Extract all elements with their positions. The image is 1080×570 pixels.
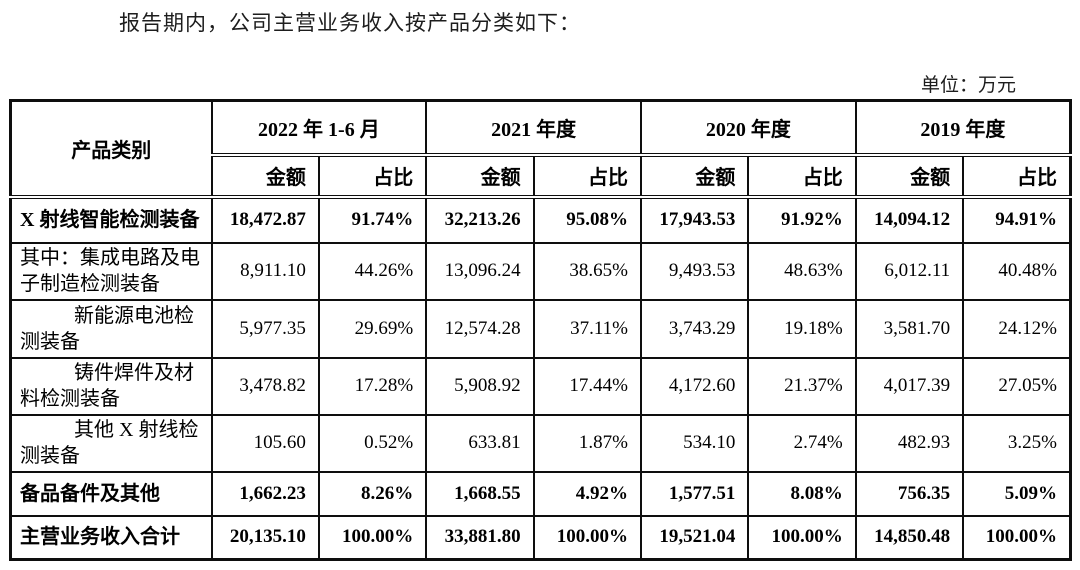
- revenue-by-product-table: 产品类别 2022 年 1-6 月 2021 年度 2020 年度 2019 年…: [9, 99, 1072, 561]
- ratio-cell: 8.08%: [747, 470, 857, 517]
- ratio-cell: 95.08%: [532, 195, 643, 244]
- ratio-cell: 38.65%: [532, 241, 643, 301]
- ratio-cell: 40.48%: [962, 241, 1072, 301]
- table-row-casting-welding-material-equipment: 铸件焊件及材料检测装备 3,478.82 17.28% 5,908.92 17.…: [9, 356, 1072, 416]
- table-row-ic-electronics-equipment: 其中：集成电路及电子制造检测装备 8,911.10 44.26% 13,096.…: [9, 241, 1072, 301]
- amount-cell: 14,094.12: [854, 195, 965, 244]
- column-header-period-2022h1: 2022 年 1-6 月: [210, 99, 428, 157]
- table-row-other-xray-equipment: 其他 X 射线检测装备 105.60 0.52% 633.81 1.87% 53…: [9, 413, 1072, 473]
- ratio-cell: 100.00%: [962, 514, 1072, 561]
- amount-cell: 5,908.92: [425, 356, 535, 416]
- column-header-amount-2021: 金额: [425, 153, 535, 199]
- column-header-amount-2019: 金额: [854, 153, 965, 199]
- amount-cell: 4,172.60: [639, 356, 750, 416]
- amount-cell: 13,096.24: [425, 241, 535, 301]
- amount-cell: 1,577.51: [639, 470, 750, 517]
- table-row-spare-parts-other: 备品备件及其他 1,662.23 8.26% 1,668.55 4.92% 1,…: [9, 470, 1072, 517]
- ratio-cell: 2.74%: [747, 413, 857, 473]
- amount-cell: 18,472.87: [210, 195, 320, 244]
- amount-cell: 5,977.35: [210, 298, 320, 359]
- ratio-cell: 17.28%: [317, 356, 428, 416]
- amount-cell: 3,581.70: [854, 298, 965, 359]
- column-header-amount-2022h1: 金额: [210, 153, 320, 199]
- amount-cell: 3,478.82: [210, 356, 320, 416]
- amount-cell: 756.35: [854, 470, 965, 517]
- column-header-ratio-2022h1: 占比: [317, 153, 428, 199]
- ratio-cell: 29.69%: [317, 298, 428, 359]
- amount-cell: 6,012.11: [854, 241, 965, 301]
- product-name-cell: 备品备件及其他: [9, 470, 213, 517]
- ratio-cell: 27.05%: [962, 356, 1072, 416]
- amount-cell: 3,743.29: [639, 298, 750, 359]
- ratio-cell: 0.52%: [317, 413, 428, 473]
- column-header-ratio-2019: 占比: [962, 153, 1072, 199]
- ratio-cell: 91.74%: [317, 195, 428, 244]
- product-name-cell: 其他 X 射线检测装备: [9, 413, 213, 473]
- amount-cell: 4,017.39: [854, 356, 965, 416]
- ratio-cell: 94.91%: [962, 195, 1072, 244]
- table-row-total-main-business-revenue: 主营业务收入合计 20,135.10 100.00% 33,881.80 100…: [9, 514, 1072, 561]
- amount-cell: 17,943.53: [639, 195, 750, 244]
- ratio-cell: 3.25%: [962, 413, 1072, 473]
- amount-cell: 19,521.04: [639, 514, 750, 561]
- amount-cell: 33,881.80: [425, 514, 535, 561]
- column-header-period-2019: 2019 年度: [854, 99, 1072, 157]
- ratio-cell: 37.11%: [532, 298, 643, 359]
- amount-cell: 1,662.23: [210, 470, 320, 517]
- table-row-xray-smart-equipment: X 射线智能检测装备 18,472.87 91.74% 32,213.26 95…: [9, 195, 1072, 244]
- product-name-cell: 新能源电池检测装备: [9, 298, 213, 359]
- ratio-cell: 19.18%: [747, 298, 857, 359]
- ratio-cell: 48.63%: [747, 241, 857, 301]
- ratio-cell: 21.37%: [747, 356, 857, 416]
- amount-cell: 105.60: [210, 413, 320, 473]
- ratio-cell: 44.26%: [317, 241, 428, 301]
- ratio-cell: 4.92%: [532, 470, 643, 517]
- ratio-cell: 100.00%: [317, 514, 428, 561]
- ratio-cell: 1.87%: [532, 413, 643, 473]
- amount-cell: 14,850.48: [854, 514, 965, 561]
- ratio-cell: 5.09%: [962, 470, 1072, 517]
- amount-cell: 20,135.10: [210, 514, 320, 561]
- ratio-cell: 100.00%: [747, 514, 857, 561]
- product-name-cell: X 射线智能检测装备: [9, 195, 213, 244]
- amount-cell: 1,668.55: [425, 470, 535, 517]
- column-header-period-2021: 2021 年度: [425, 99, 642, 157]
- amount-cell: 633.81: [425, 413, 535, 473]
- amount-cell: 8,911.10: [210, 241, 320, 301]
- product-name-cell: 铸件焊件及材料检测装备: [9, 356, 213, 416]
- product-name-cell: 主营业务收入合计: [9, 514, 213, 561]
- table-row-new-energy-battery-equipment: 新能源电池检测装备 5,977.35 29.69% 12,574.28 37.1…: [9, 298, 1072, 359]
- column-header-ratio-2020: 占比: [747, 153, 857, 199]
- amount-cell: 9,493.53: [639, 241, 750, 301]
- product-name-cell: 其中：集成电路及电子制造检测装备: [9, 241, 213, 301]
- amount-cell: 32,213.26: [425, 195, 535, 244]
- column-header-amount-2020: 金额: [639, 153, 750, 199]
- amount-cell: 12,574.28: [425, 298, 535, 359]
- ratio-cell: 24.12%: [962, 298, 1072, 359]
- ratio-cell: 91.92%: [747, 195, 857, 244]
- amount-cell: 482.93: [854, 413, 965, 473]
- column-header-product-category: 产品类别: [9, 99, 213, 199]
- intro-paragraph: 报告期内，公司主营业务收入按产品分类如下：: [119, 11, 581, 35]
- ratio-cell: 8.26%: [317, 470, 428, 517]
- ratio-cell: 100.00%: [532, 514, 643, 561]
- unit-label: 单位：万元: [920, 75, 1016, 96]
- column-header-ratio-2021: 占比: [532, 153, 643, 199]
- column-header-period-2020: 2020 年度: [640, 99, 857, 157]
- header-row-periods: 产品类别 2022 年 1-6 月 2021 年度 2020 年度 2019 年…: [9, 99, 1072, 199]
- ratio-cell: 17.44%: [532, 356, 643, 416]
- header-row-subcolumns: 金额 占比 金额 占比 金额 占比 金额 占比: [11, 153, 1072, 199]
- amount-cell: 534.10: [639, 413, 750, 473]
